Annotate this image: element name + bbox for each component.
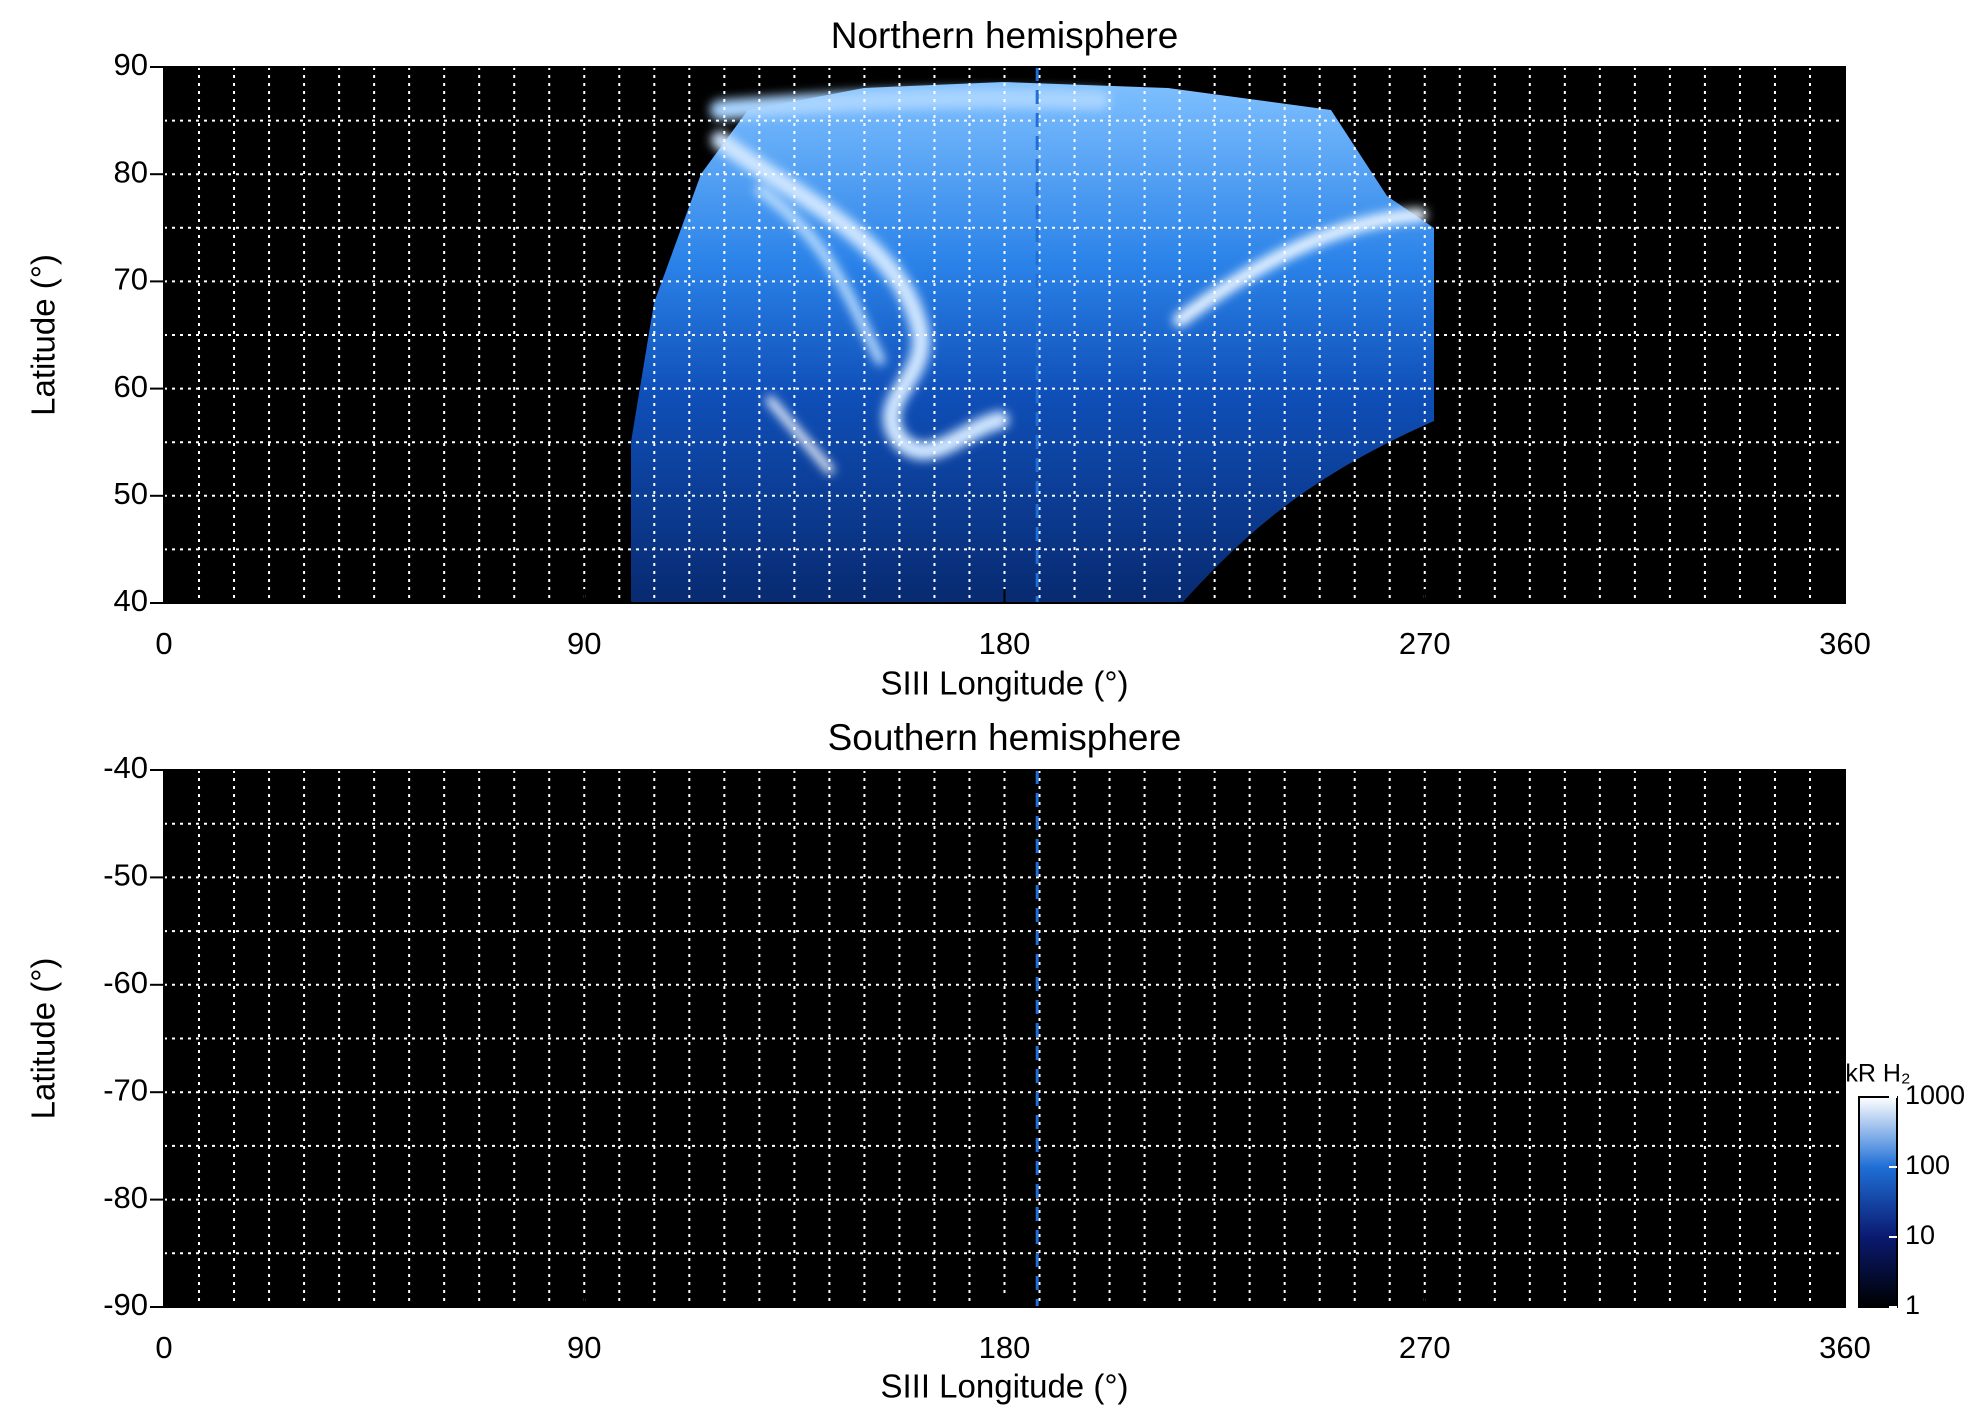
y-tick-label: 60 <box>114 369 148 404</box>
x-tick-label: 180 <box>979 1330 1031 1365</box>
x-tick-label: 90 <box>567 626 601 661</box>
x-tick-label: 180 <box>979 626 1031 661</box>
y-axis-label: Latitude (°) <box>25 958 62 1120</box>
x-tick-label: 0 <box>155 1330 172 1365</box>
x-axis-label: SIII Longitude (°) <box>881 665 1129 702</box>
y-tick-label: -60 <box>103 965 148 1000</box>
aurora-arc <box>766 396 834 474</box>
aurora-arc <box>711 131 1009 460</box>
y-tick-label: 40 <box>114 583 148 618</box>
x-tick-label: 270 <box>1399 626 1451 661</box>
y-tick-label: 70 <box>114 262 148 297</box>
aurora-arc <box>755 185 885 365</box>
y-axis-label: Latitude (°) <box>25 254 62 416</box>
y-tick-label: -90 <box>103 1287 148 1322</box>
y-tick-label: 90 <box>114 47 148 82</box>
aurora-image <box>631 82 1434 603</box>
colorbar-tick-label: 100 <box>1905 1150 1950 1180</box>
chart-title: Southern hemisphere <box>828 717 1182 758</box>
y-tick-label: -80 <box>103 1180 148 1215</box>
y-tick-label: 80 <box>114 154 148 189</box>
x-tick-label: 0 <box>155 626 172 661</box>
x-tick-label: 270 <box>1399 1330 1451 1365</box>
aurora-arc <box>710 88 1110 120</box>
x-tick-label: 360 <box>1819 1330 1871 1365</box>
colorbar-tick-label: 1000 <box>1905 1080 1965 1110</box>
y-tick-label: -50 <box>103 858 148 893</box>
colorbar-tick-label: 10 <box>1905 1220 1935 1250</box>
colorbar-label: kR H₂ <box>1845 1060 1910 1088</box>
aurora-arc <box>1173 208 1427 327</box>
x-tick-label: 90 <box>567 1330 601 1365</box>
y-tick-label: 50 <box>114 476 148 511</box>
x-axis-label: SIII Longitude (°) <box>881 1368 1129 1405</box>
chart-title: Northern hemisphere <box>831 15 1179 56</box>
y-tick-label: -70 <box>103 1072 148 1107</box>
x-tick-label: 360 <box>1819 626 1871 661</box>
colorbar <box>1858 1096 1898 1308</box>
y-tick-label: -40 <box>103 750 148 785</box>
colorbar-tick-label: 1 <box>1905 1290 1920 1320</box>
